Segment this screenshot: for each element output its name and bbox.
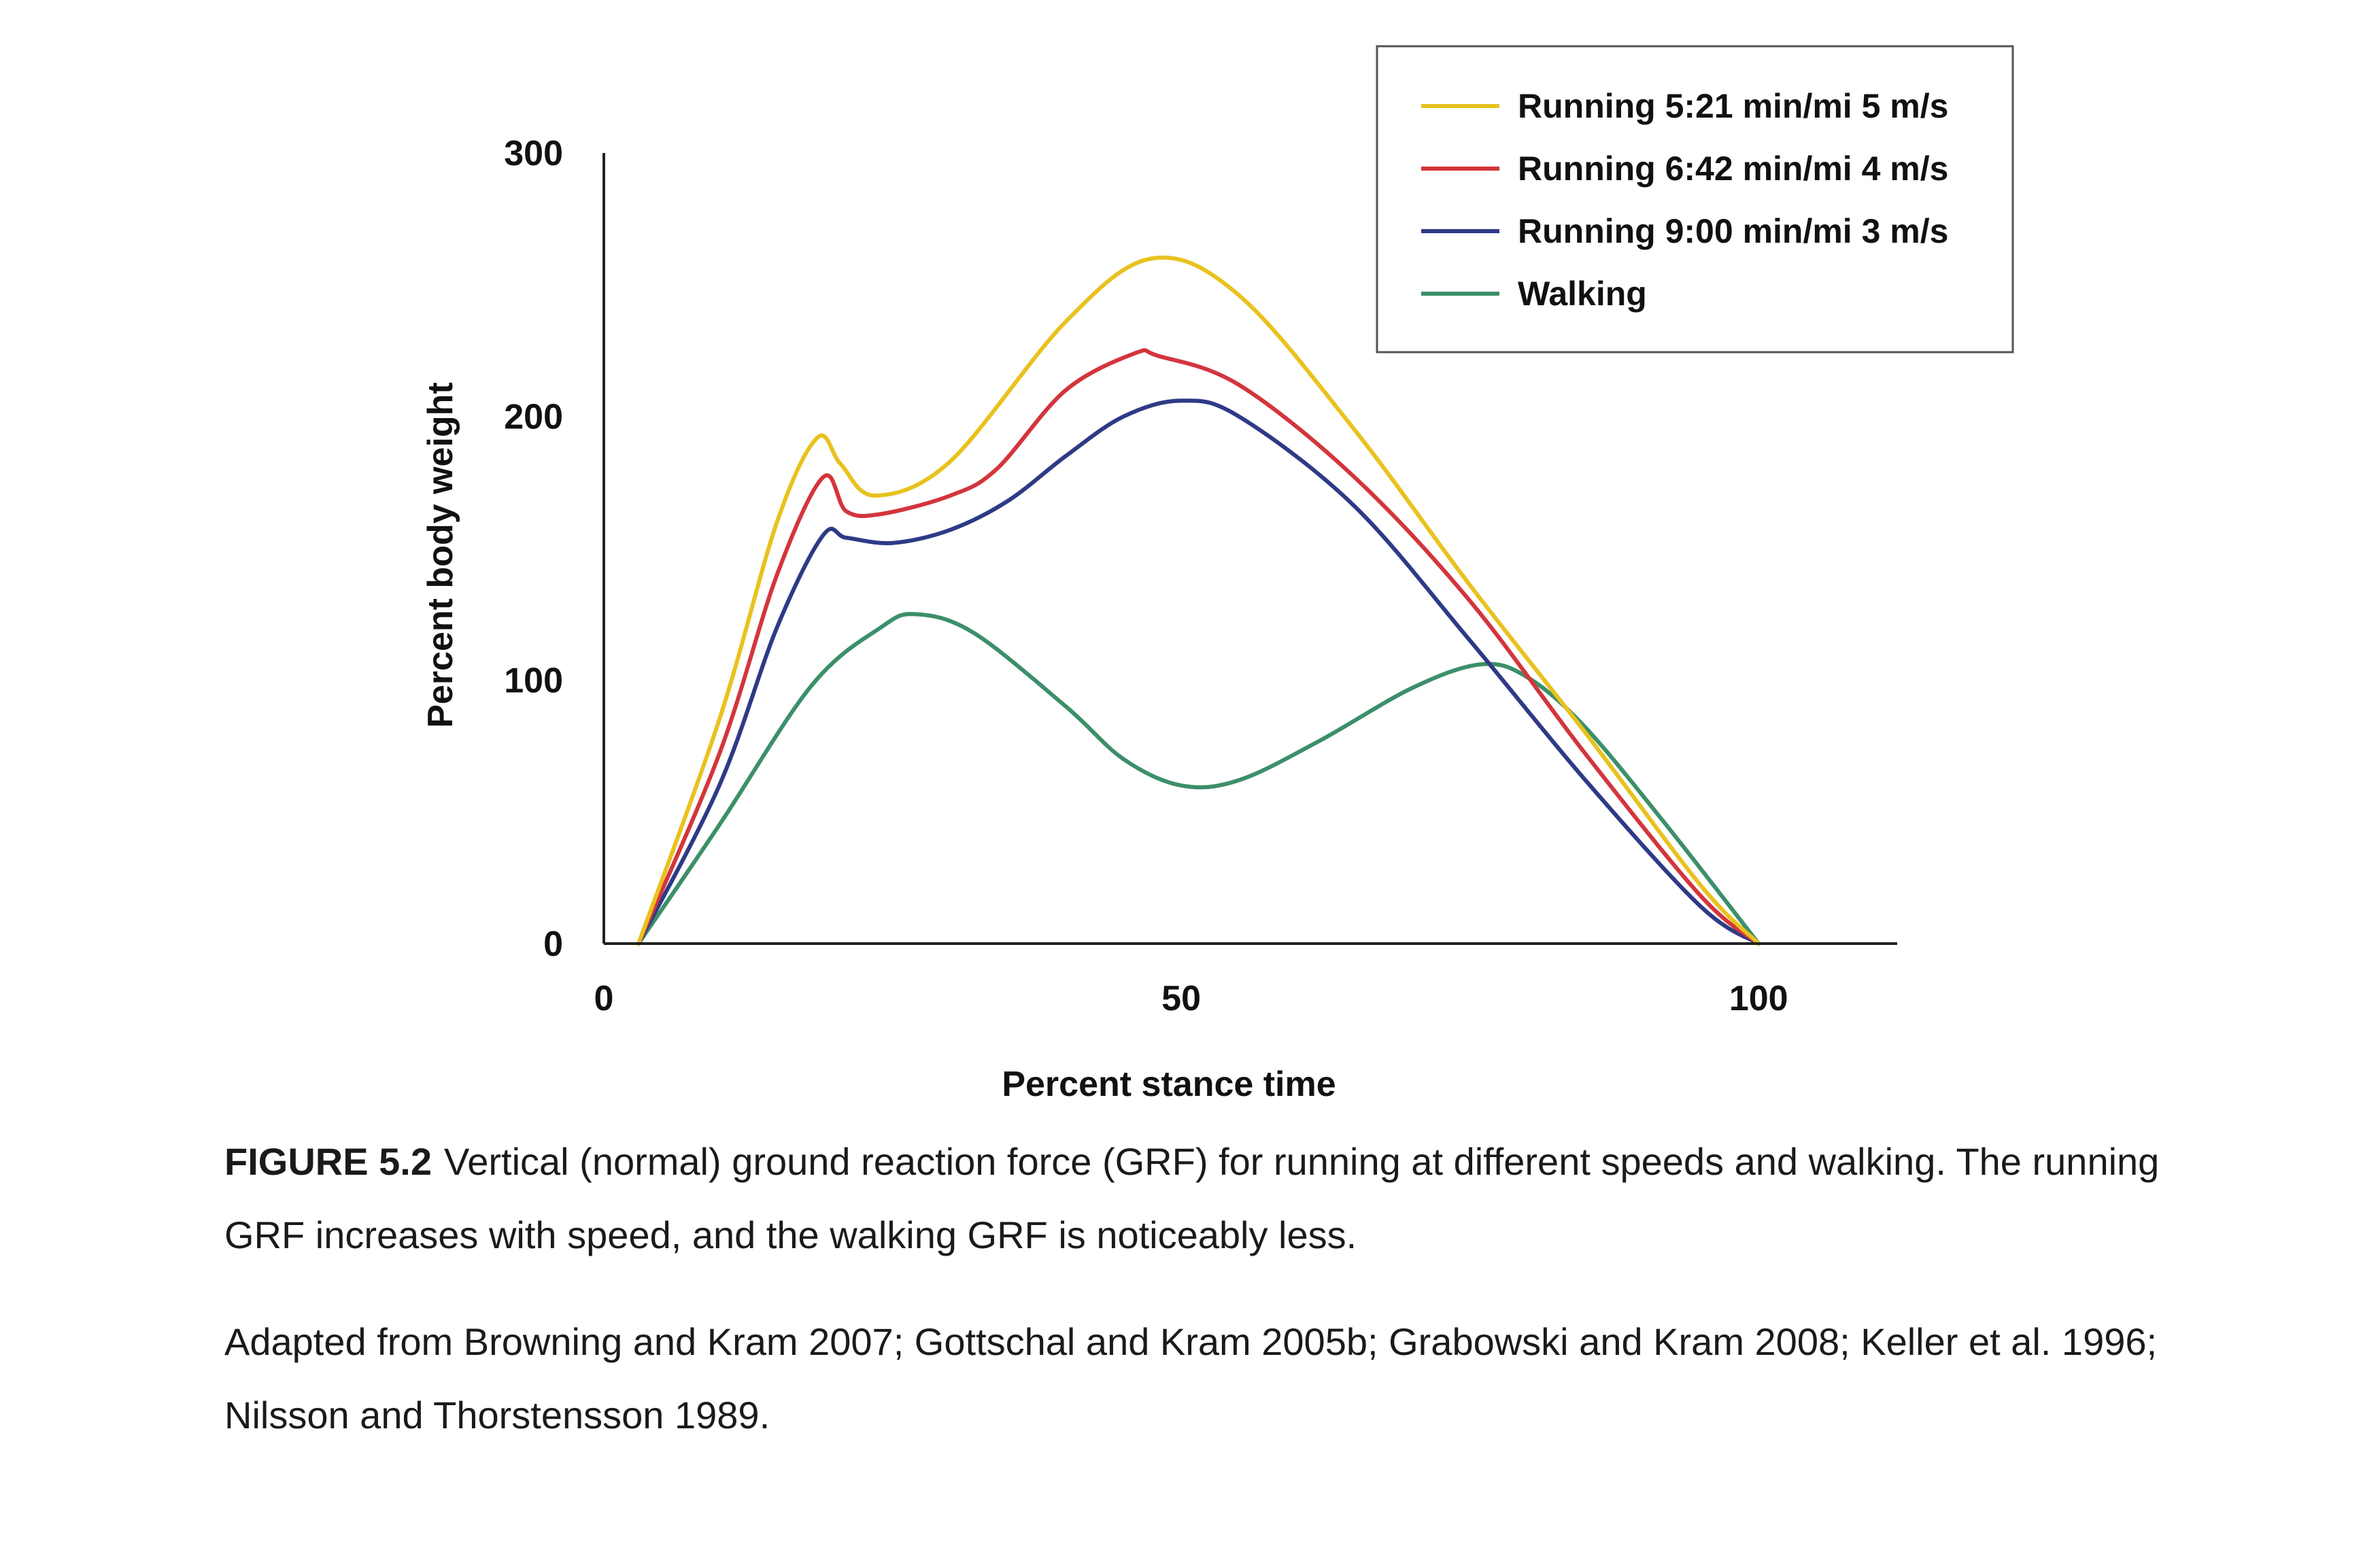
series-line-running-9-00-min-mi-3-m-s (636, 398, 1761, 946)
figure-source: Adapted from Browning and Kram 2007; Got… (224, 1320, 2158, 1436)
x-tick-label: 50 (1161, 979, 1201, 1018)
legend: Running 5:21 min/mi 5 m/s Running 6:42 mi… (1376, 45, 2014, 354)
figure-caption: FIGURE 5.2 Vertical (normal) ground react… (224, 1125, 2196, 1272)
series-line-running-6-42-min-mi-4-m-s (636, 348, 1761, 946)
x-axis-title: Percent stance time (1002, 1065, 1336, 1104)
y-tick-label: 200 (504, 398, 563, 437)
legend-label: Running 6:42 min/mi 4 m/s (1518, 150, 1948, 188)
legend-label: Running 5:21 min/mi 5 m/s (1518, 87, 1948, 125)
y-tick-label: 300 (504, 134, 563, 173)
x-tick-label: 0 (594, 979, 614, 1018)
legend-box (1376, 45, 2014, 354)
legend-label: Running 9:00 min/mi 3 m/s (1518, 212, 1948, 250)
series-line-running-5-21-min-mi-5-m-s (636, 255, 1761, 946)
axes: 0 100 200 300 0 50 100 Percent stance time Perce… (421, 134, 1897, 1104)
x-tick-label: 100 (1729, 979, 1788, 1018)
legend-label: Walking (1518, 275, 1647, 313)
y-axis-title: Percent body weight (421, 382, 460, 728)
series-line-walking (636, 612, 1761, 946)
y-tick-label: 0 (543, 925, 563, 964)
plot-area (636, 255, 1761, 946)
figure-label: FIGURE 5.2 (224, 1140, 432, 1183)
caption-text: Vertical (normal) ground reaction force … (224, 1140, 2160, 1256)
y-tick-label: 100 (504, 661, 563, 700)
